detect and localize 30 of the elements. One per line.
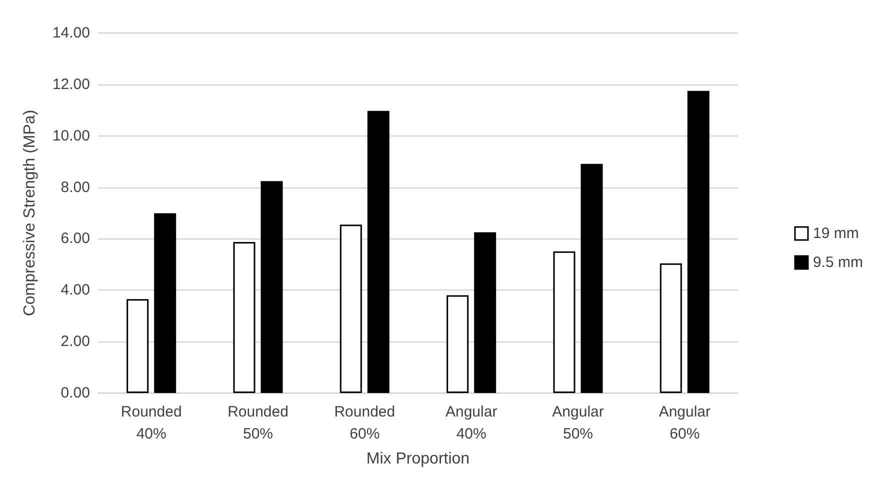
y-tick-label: 4.00 — [60, 282, 90, 299]
y-tick-label: 10.00 — [52, 127, 90, 144]
x-tick-label: Rounded 60% — [334, 404, 396, 442]
bar — [580, 164, 603, 393]
x-tick-label: Angular 60% — [658, 404, 711, 442]
bar — [233, 242, 256, 393]
y-tick-label: 0.00 — [60, 384, 90, 402]
x-tick-label: Rounded 40% — [120, 404, 182, 442]
bar — [553, 251, 576, 393]
bar — [474, 232, 496, 393]
y-tick-label: 14.00 — [52, 24, 90, 42]
legend-label: 19 mm — [812, 225, 859, 242]
bar — [340, 224, 362, 393]
x-tick-label: Angular 50% — [552, 404, 604, 442]
y-tick-label: 6.00 — [60, 230, 90, 248]
bar — [687, 90, 710, 393]
bar — [126, 299, 149, 393]
bar — [446, 295, 469, 393]
x-axis-title: Mix Proportion — [366, 450, 470, 468]
legend-label: 9.5 mm — [812, 254, 864, 271]
x-tick-label: Angular 40% — [445, 404, 498, 442]
bar — [154, 213, 176, 393]
y-tick-label: 12.00 — [52, 76, 90, 93]
y-tick-label: 8.00 — [60, 178, 90, 196]
x-tick-label: Rounded 50% — [228, 404, 288, 442]
bar — [660, 263, 682, 393]
y-axis-title: Compressive Strength (MPa) — [22, 110, 38, 316]
bar — [367, 110, 390, 393]
y-tick-label: 2.00 — [60, 333, 90, 350]
bar — [260, 181, 283, 393]
